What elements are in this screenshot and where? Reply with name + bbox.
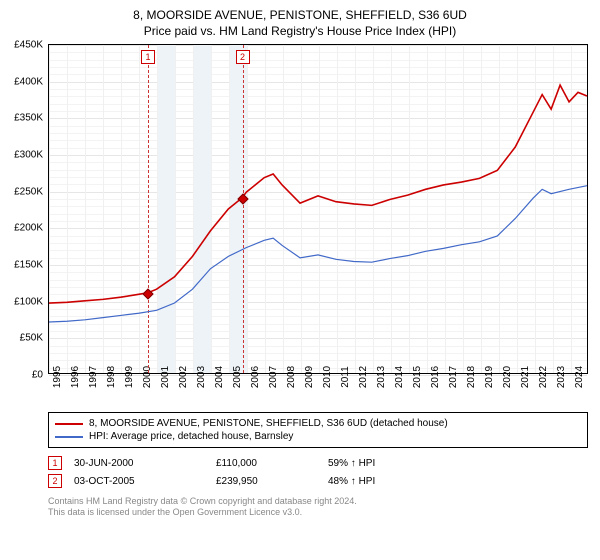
legend-row-1: 8, MOORSIDE AVENUE, PENISTONE, SHEFFIELD…	[55, 417, 581, 430]
y-axis-label: £300K	[14, 150, 43, 161]
series-line	[49, 85, 587, 303]
marker-box-1: 1	[48, 456, 62, 470]
plot-area: £0£50K£100K£150K£200K£250K£300K£350K£400…	[48, 44, 588, 374]
title-line2: Price paid vs. HM Land Registry's House …	[12, 24, 588, 38]
legend-row-2: HPI: Average price, detached house, Barn…	[55, 430, 581, 443]
y-axis-label: £150K	[14, 260, 43, 271]
footer-line1: Contains HM Land Registry data © Crown c…	[48, 496, 588, 507]
y-axis-label: £0	[32, 370, 43, 381]
y-axis-label: £250K	[14, 186, 43, 197]
marker-date-2: 03-OCT-2005	[74, 476, 204, 487]
y-axis-label: £50K	[20, 333, 43, 344]
series-line	[49, 186, 587, 322]
marker-price-2: £239,950	[216, 476, 316, 487]
y-axis-label: £400K	[14, 76, 43, 87]
legend-label-series2: HPI: Average price, detached house, Barn…	[89, 431, 293, 442]
chart-lines	[49, 45, 587, 373]
marker-price-1: £110,000	[216, 458, 316, 469]
legend-swatch-series1	[55, 423, 83, 425]
marker-box-on-chart: 2	[236, 50, 250, 64]
marker-box-on-chart: 1	[141, 50, 155, 64]
marker-legend-row-1: 1 30-JUN-2000 £110,000 59% ↑ HPI	[48, 454, 588, 472]
marker-pct-2: 48% ↑ HPI	[328, 476, 448, 487]
marker-box-2: 2	[48, 474, 62, 488]
legend-label-series1: 8, MOORSIDE AVENUE, PENISTONE, SHEFFIELD…	[89, 418, 448, 429]
y-axis-label: £450K	[14, 40, 43, 51]
y-axis-label: £100K	[14, 296, 43, 307]
footer-text: Contains HM Land Registry data © Crown c…	[48, 496, 588, 519]
marker-date-1: 30-JUN-2000	[74, 458, 204, 469]
marker-legend-row-2: 2 03-OCT-2005 £239,950 48% ↑ HPI	[48, 472, 588, 490]
y-axis-label: £350K	[14, 113, 43, 124]
marker-legend: 1 30-JUN-2000 £110,000 59% ↑ HPI 2 03-OC…	[48, 454, 588, 490]
footer-line2: This data is licensed under the Open Gov…	[48, 507, 588, 518]
legend-box: 8, MOORSIDE AVENUE, PENISTONE, SHEFFIELD…	[48, 412, 588, 448]
y-axis-label: £200K	[14, 223, 43, 234]
title-line1: 8, MOORSIDE AVENUE, PENISTONE, SHEFFIELD…	[12, 8, 588, 22]
marker-pct-1: 59% ↑ HPI	[328, 458, 448, 469]
chart-container: 8, MOORSIDE AVENUE, PENISTONE, SHEFFIELD…	[0, 0, 600, 560]
chart-title-block: 8, MOORSIDE AVENUE, PENISTONE, SHEFFIELD…	[12, 8, 588, 38]
legend-swatch-series2	[55, 436, 83, 438]
